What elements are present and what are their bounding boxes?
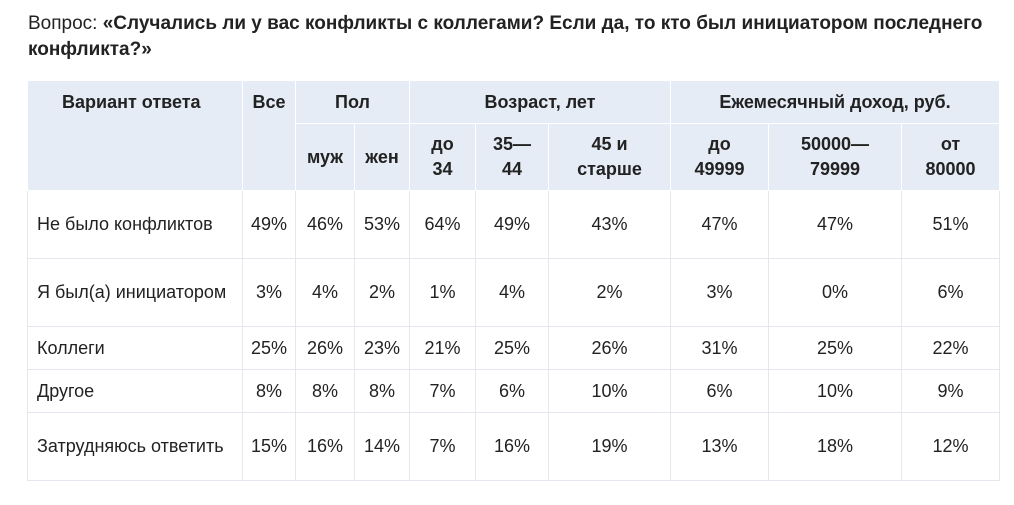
cell-age-under-34: 64% (409, 190, 477, 259)
cell-age-under-34: 1% (409, 258, 477, 327)
cell-male: 8% (295, 369, 355, 413)
cell-income-mid: 47% (768, 190, 903, 259)
cell-income-high: 9% (901, 369, 1001, 413)
header-age: Возраст, лет (409, 80, 672, 124)
row-answer: Затрудняюсь ответить (27, 412, 243, 481)
cell-male: 16% (295, 412, 355, 481)
cell-income-mid: 0% (768, 258, 903, 327)
cell-income-mid: 10% (768, 369, 903, 413)
cell-female: 53% (353, 190, 411, 259)
row-answer: Коллеги (27, 326, 243, 370)
table-row: Не было конфликтов 49% 46% 53% 64% 49% 4… (27, 190, 1001, 259)
cell-income-low: 31% (670, 326, 770, 370)
cell-all: 3% (242, 258, 296, 327)
cell-income-high: 51% (901, 190, 1001, 259)
row-answer: Не было конфликтов (27, 190, 243, 259)
header-age-under-34-label: до 34 (431, 134, 454, 179)
cell-age-35-44: 4% (475, 258, 550, 327)
header-all: Все (242, 80, 296, 191)
row-answer: Другое (27, 369, 243, 413)
question-body: «Случались ли у вас конфликты с коллегам… (28, 13, 983, 60)
question-label: Вопрос: (28, 13, 103, 34)
header-female: жен (353, 123, 411, 191)
row-answer: Я был(а) инициатором (27, 258, 243, 327)
cell-male: 26% (295, 326, 355, 370)
header-answer: Вариант ответа (27, 80, 243, 191)
header-male: муж (295, 123, 355, 191)
cell-male: 46% (295, 190, 355, 259)
cell-age-45-plus: 43% (548, 190, 672, 259)
header-income-mid: 50000—79999 (768, 123, 903, 191)
header-age-under-34: до 34 (409, 123, 477, 191)
question-text: Вопрос: «Случались ли у вас конфликты с … (28, 11, 998, 63)
header-age-45-plus-label: 45 и старше (577, 134, 642, 179)
cell-age-under-34: 7% (409, 412, 477, 481)
cell-age-35-44: 49% (475, 190, 550, 259)
table-row: Коллеги 25% 26% 23% 21% 25% 26% 31% 25% … (27, 326, 1001, 370)
cell-all: 49% (242, 190, 296, 259)
header-age-35-44: 35—44 (475, 123, 550, 191)
header-income-high: от 80000 (901, 123, 1001, 191)
table-row: Другое 8% 8% 8% 7% 6% 10% 6% 10% 9% (27, 369, 1001, 413)
header-age-35-44-label: 35—44 (493, 134, 532, 179)
cell-age-45-plus: 10% (548, 369, 672, 413)
cell-income-high: 22% (901, 326, 1001, 370)
cell-all: 8% (242, 369, 296, 413)
cell-income-low: 3% (670, 258, 770, 327)
cell-all: 25% (242, 326, 296, 370)
cell-age-35-44: 16% (475, 412, 550, 481)
table-row: Затрудняюсь ответить 15% 16% 14% 7% 16% … (27, 412, 1001, 481)
header-age-45-plus: 45 и старше (548, 123, 672, 191)
cell-age-under-34: 7% (409, 369, 477, 413)
cell-income-low: 6% (670, 369, 770, 413)
cell-age-45-plus: 2% (548, 258, 672, 327)
header-income-low: до 49999 (670, 123, 770, 191)
cell-female: 14% (353, 412, 411, 481)
cell-income-low: 13% (670, 412, 770, 481)
table-row: Я был(а) инициатором 3% 4% 2% 1% 4% 2% 3… (27, 258, 1001, 327)
header-income-mid-label: 50000—79999 (800, 134, 870, 179)
survey-results-table: Вариант ответа Все Пол Возраст, лет Ежем… (27, 80, 1001, 481)
header-income-low-label: до 49999 (694, 134, 745, 179)
cell-all: 15% (242, 412, 296, 481)
cell-age-under-34: 21% (409, 326, 477, 370)
cell-age-35-44: 25% (475, 326, 550, 370)
cell-age-45-plus: 26% (548, 326, 672, 370)
cell-age-45-plus: 19% (548, 412, 672, 481)
header-gender: Пол (294, 80, 411, 124)
cell-female: 2% (353, 258, 411, 327)
cell-income-mid: 18% (768, 412, 903, 481)
cell-age-35-44: 6% (475, 369, 550, 413)
cell-male: 4% (295, 258, 355, 327)
header-income-high-label: от 80000 (925, 134, 976, 179)
cell-income-high: 6% (901, 258, 1001, 327)
cell-income-mid: 25% (768, 326, 903, 370)
cell-female: 23% (353, 326, 411, 370)
cell-income-high: 12% (901, 412, 1001, 481)
cell-income-low: 47% (670, 190, 770, 259)
header-income: Ежемесячный доход, руб. (670, 80, 1001, 124)
cell-female: 8% (353, 369, 411, 413)
